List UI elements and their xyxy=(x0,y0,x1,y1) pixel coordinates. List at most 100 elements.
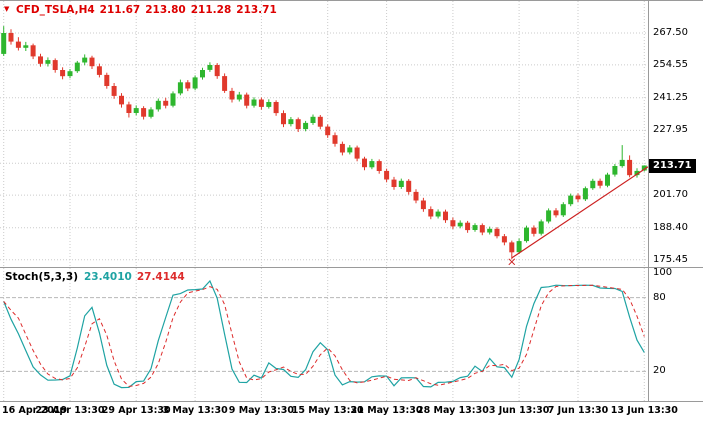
stoch-signal-value: 27.4144 xyxy=(136,271,185,283)
candle-body xyxy=(185,82,191,89)
stoch-signal-line xyxy=(3,284,645,387)
ohlc-high: 213.80 xyxy=(145,4,186,16)
time-axis-label: 16 Apr 2019 xyxy=(2,405,68,416)
candle-body xyxy=(214,65,220,77)
candle-body xyxy=(597,180,603,186)
time-axis: 16 Apr 2019 23 Apr 13:30 29 Apr 13:30 3 May… xyxy=(0,402,703,422)
candle-body xyxy=(560,204,566,216)
candle-body xyxy=(111,86,117,96)
time-axis-label: 15 May 13:30 xyxy=(291,405,364,416)
candle-body xyxy=(369,161,375,168)
candle-body xyxy=(148,109,154,117)
candle-body xyxy=(457,222,463,227)
candle-body xyxy=(281,113,286,125)
candlestick-canvas[interactable] xyxy=(0,1,648,267)
time-axis-label: 28 May 13:30 xyxy=(416,405,489,416)
candle-body xyxy=(641,165,647,171)
candle-body xyxy=(494,228,500,237)
candle-body xyxy=(325,126,331,136)
candle-body xyxy=(590,180,596,189)
candle-body xyxy=(104,74,110,86)
price-axis-label: 241.25 xyxy=(653,91,688,103)
candle-body xyxy=(531,227,537,234)
price-axis-separator xyxy=(648,1,649,401)
current-price-tag: 213.71 xyxy=(649,158,696,173)
stoch-label: Stoch(5,3,3) xyxy=(5,271,78,283)
candle-body xyxy=(119,95,124,105)
candle-body xyxy=(273,102,279,114)
candle-body xyxy=(1,33,7,54)
pane-divider[interactable] xyxy=(0,267,703,268)
candle-body xyxy=(295,119,301,130)
price-axis: 213.71 267.50 254.55 241.25 227.95 201.70 188… xyxy=(649,1,703,401)
candle-body xyxy=(509,242,515,253)
candle-body xyxy=(89,57,95,67)
time-axis-label: 3 May 13:30 xyxy=(162,405,228,416)
ohlc-open: 211.67 xyxy=(99,4,141,16)
candle-body xyxy=(67,71,73,77)
candle-body xyxy=(38,56,43,64)
candle-body xyxy=(575,195,581,200)
candle-body xyxy=(236,94,242,100)
candle-body xyxy=(443,211,448,221)
time-axis-label: 23 Apr 13:30 xyxy=(35,405,105,416)
candle-body xyxy=(288,119,294,125)
time-axis-label: 7 Jun 13:30 xyxy=(547,405,609,416)
candle-body xyxy=(619,159,625,167)
candle-body xyxy=(546,210,552,222)
price-axis-label: 201.70 xyxy=(653,189,688,201)
candle-body xyxy=(376,161,382,171)
candle-body xyxy=(465,222,471,231)
candle-body xyxy=(605,174,610,186)
candle-body xyxy=(435,211,441,217)
candle-body xyxy=(612,166,618,175)
candle-body xyxy=(384,170,390,180)
axis-divider xyxy=(0,401,703,402)
time-axis-label: 21 May 13:30 xyxy=(350,405,423,416)
candle-body xyxy=(15,41,21,48)
stoch-main-value: 23.4010 xyxy=(84,271,132,283)
candle-body xyxy=(398,180,404,187)
candle-body xyxy=(82,57,88,63)
candle-body xyxy=(141,108,147,117)
candle-body xyxy=(52,60,58,70)
stoch-axis-label: 100 xyxy=(653,266,673,278)
candle-body xyxy=(487,228,493,233)
candle-body xyxy=(347,147,353,153)
candle-body xyxy=(155,100,161,110)
symbol-marker-icon: ▼ xyxy=(4,5,10,13)
stoch-indicator-header: Stoch(5,3,3) 23.4010 27.4144 xyxy=(5,271,185,283)
candle-body xyxy=(479,225,485,233)
candle-body xyxy=(362,158,367,168)
candle-body xyxy=(8,33,14,42)
candle-body xyxy=(317,116,323,127)
candle-body xyxy=(30,45,36,57)
candle-body xyxy=(258,99,264,107)
time-axis-label: 3 Jun 13:30 xyxy=(488,405,550,416)
trendline[interactable] xyxy=(511,166,648,259)
candle-body xyxy=(126,104,132,113)
candle-body xyxy=(553,210,559,216)
candle-body xyxy=(582,188,588,200)
candle-body xyxy=(200,70,205,78)
candle-body xyxy=(96,66,102,75)
candle-body xyxy=(354,147,360,159)
candle-body xyxy=(23,45,29,48)
candle-body xyxy=(420,200,426,210)
candle-body xyxy=(472,225,478,230)
candle-body xyxy=(229,90,235,100)
candle-body xyxy=(74,62,80,72)
stoch-axis-label: 20 xyxy=(653,365,666,377)
candle-body xyxy=(501,236,507,243)
candle-body xyxy=(450,220,456,227)
candle-body xyxy=(524,227,529,242)
candle-body xyxy=(568,195,574,205)
candle-body xyxy=(413,191,419,201)
low-marker-icon xyxy=(508,258,516,266)
candle-body xyxy=(310,116,316,123)
candle-body xyxy=(133,108,139,113)
stoch-axis-label: 80 xyxy=(653,291,666,303)
candle-body xyxy=(170,93,176,106)
stochastic-canvas[interactable] xyxy=(0,268,648,401)
candle-body xyxy=(244,94,250,106)
